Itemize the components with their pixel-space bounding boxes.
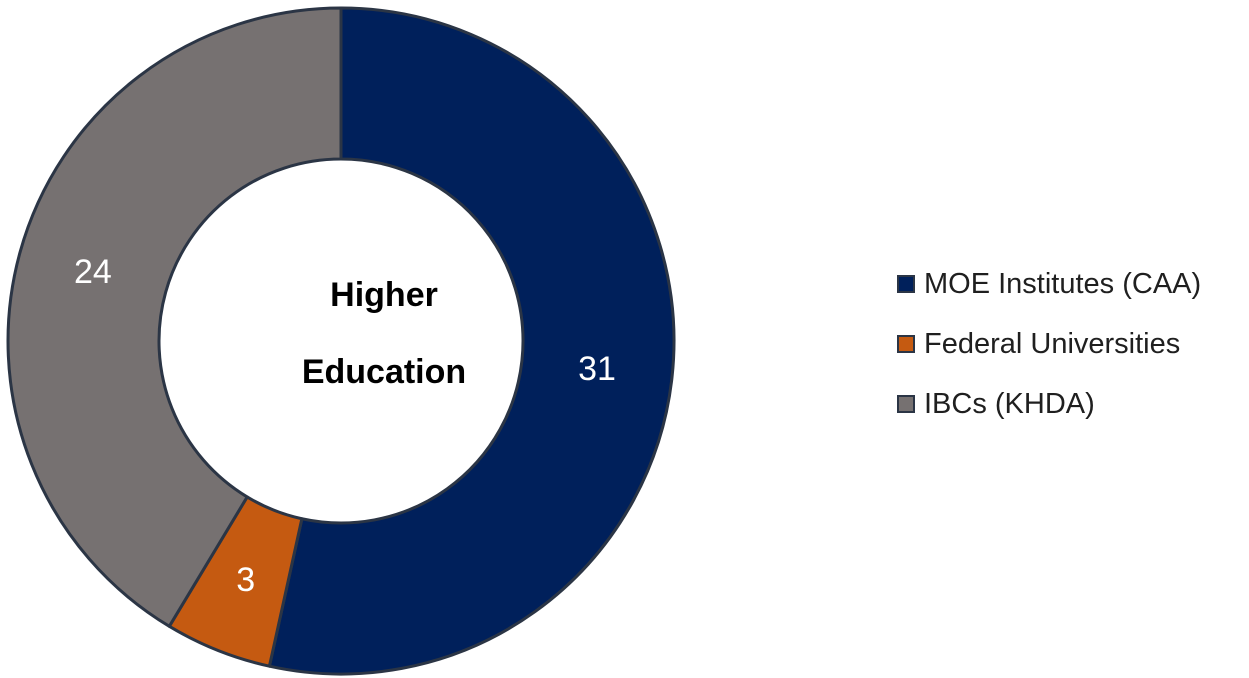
legend-swatch (897, 275, 915, 293)
donut-slices (6, 6, 676, 676)
legend-item-federal-universities: Federal Universities (897, 314, 1247, 374)
legend-item-moe-institutes: MOE Institutes (CAA) (897, 254, 1247, 314)
legend-swatch (897, 395, 915, 413)
slice-value-label: 3 (236, 561, 255, 599)
center-label-line-2: Education (302, 353, 466, 391)
legend-label: IBCs (KHDA) (924, 387, 1095, 420)
slice-value-labels: 31 3 24 (74, 253, 616, 599)
slice-value-label: 31 (578, 350, 616, 388)
legend-label: MOE Institutes (CAA) (924, 267, 1202, 300)
donut-slice-1 (267, 6, 676, 676)
slice-value-label: 24 (74, 253, 112, 291)
legend-item-ibcs: IBCs (KHDA) (897, 374, 1247, 434)
chart-legend: MOE Institutes (CAA) Federal Universitie… (897, 254, 1247, 434)
donut-slice-3 (6, 6, 343, 628)
center-label-line-1: Higher (330, 276, 438, 314)
legend-swatch (897, 335, 915, 353)
legend-label: Federal Universities (924, 327, 1181, 360)
